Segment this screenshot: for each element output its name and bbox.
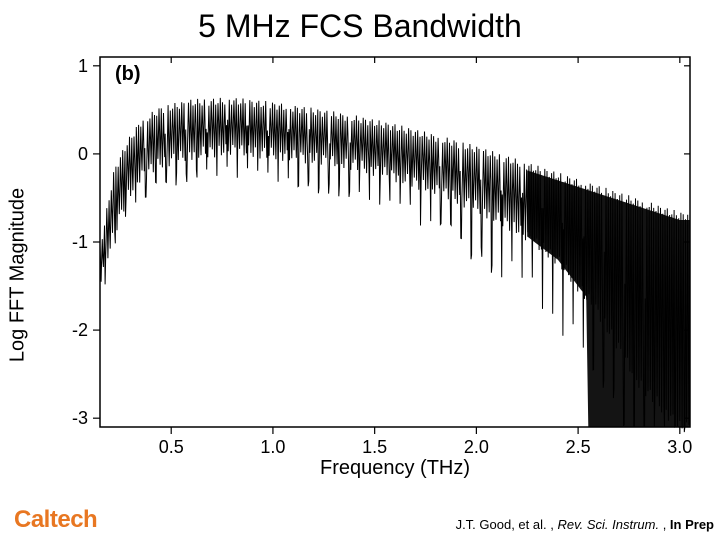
citation-journal: Rev. Sci. Instrum. — [557, 517, 662, 532]
svg-text:2.5: 2.5 — [566, 437, 591, 457]
citation-status: In Prep — [670, 517, 714, 532]
svg-text:0.5: 0.5 — [159, 437, 184, 457]
svg-text:0: 0 — [78, 144, 88, 164]
footer: Caltech J.T. Good, et al. , Rev. Sci. In… — [0, 506, 720, 534]
svg-text:3.0: 3.0 — [667, 437, 692, 457]
svg-text:-2: -2 — [72, 320, 88, 340]
spectrum-chart: 0.5 1.0 1.5 2.0 2.5 3.0 -3 -2 -1 0 1 — [0, 45, 720, 485]
citation: J.T. Good, et al. , Rev. Sci. Instrum. ,… — [456, 517, 714, 532]
chart-container: 0.5 1.0 1.5 2.0 2.5 3.0 -3 -2 -1 0 1 Log FFT Magni… — [0, 45, 720, 485]
svg-text:1.0: 1.0 — [260, 437, 285, 457]
svg-text:1: 1 — [78, 56, 88, 76]
svg-text:2.0: 2.0 — [464, 437, 489, 457]
page-title: 5 MHz FCS Bandwidth — [0, 0, 720, 45]
svg-text:-1: -1 — [72, 232, 88, 252]
citation-authors: J.T. Good, et al. , — [456, 517, 558, 532]
citation-sep: , — [663, 517, 670, 532]
x-axis-label: Frequency (THz) — [320, 457, 470, 480]
caltech-logo: Caltech — [14, 506, 97, 534]
y-axis-label: Log FFT Magnitude — [7, 188, 30, 362]
svg-text:-3: -3 — [72, 408, 88, 428]
panel-label: (b) — [115, 63, 141, 86]
svg-text:1.5: 1.5 — [362, 437, 387, 457]
